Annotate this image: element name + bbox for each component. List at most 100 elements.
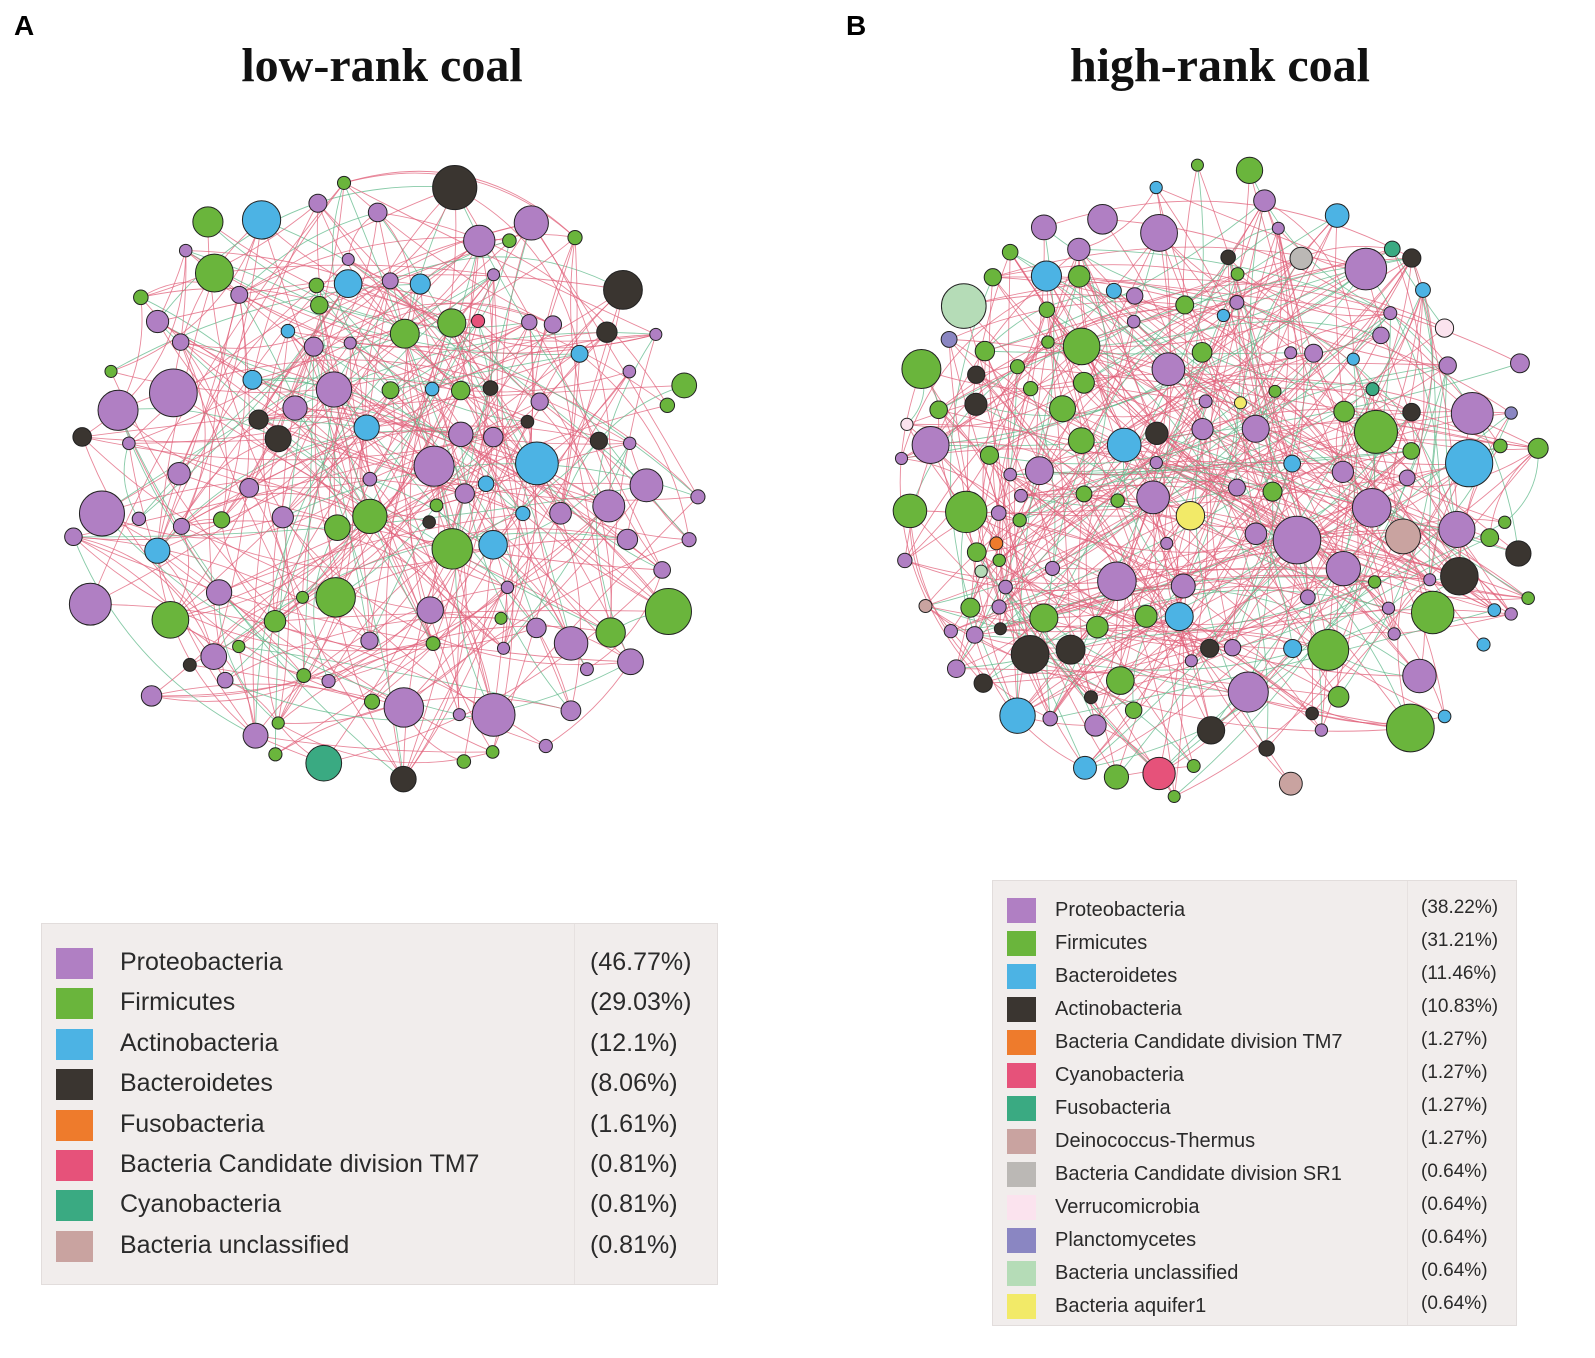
legend-swatch — [1007, 1294, 1036, 1319]
network-node — [1521, 591, 1535, 605]
network-node — [894, 451, 909, 465]
network-edge — [404, 333, 631, 662]
network-edge — [1005, 586, 1086, 769]
network-node — [966, 542, 987, 563]
network-node — [389, 318, 420, 349]
legend-label: Bacteria unclassified — [1055, 1262, 1239, 1284]
network-edge — [252, 342, 351, 381]
network-node — [1227, 671, 1269, 713]
network-node — [456, 754, 472, 769]
network-node — [992, 553, 1006, 567]
legend-swatch — [56, 1230, 93, 1262]
network-node — [918, 599, 933, 614]
network-edge — [1039, 321, 1135, 472]
network-node — [1258, 740, 1275, 757]
network-edge — [1394, 613, 1512, 635]
network-edge — [989, 312, 1391, 465]
network-node — [653, 561, 671, 579]
legend-swatch — [56, 1109, 93, 1141]
network-node — [413, 445, 455, 487]
legend-low-rank: Proteobacteria (46.77%) Firmicutes (29.03%)… — [41, 923, 718, 1285]
network-node — [1191, 341, 1213, 363]
network-node — [367, 202, 388, 223]
network-edge — [1009, 366, 1018, 475]
network-edge — [251, 203, 319, 380]
network-edge — [1393, 579, 1430, 634]
network-node — [1229, 294, 1245, 310]
network-node — [991, 599, 1007, 615]
legend-high-rank: Proteobacteria (38.22%) Firmicutes (31.21%)… — [992, 880, 1517, 1326]
network-node — [1480, 528, 1500, 548]
network-edge — [181, 219, 262, 527]
network-node — [1386, 703, 1435, 753]
network-edge — [974, 625, 1329, 651]
network-node — [1283, 638, 1303, 658]
network-edge — [123, 443, 140, 520]
network-edge — [1235, 258, 1302, 488]
legend-percentage: (1.27%) — [1421, 1029, 1488, 1050]
network-node — [280, 323, 296, 339]
network-node — [943, 624, 958, 639]
legend-percentage: (12.1%) — [590, 1028, 678, 1057]
network-node — [973, 673, 993, 693]
network-edge — [1444, 365, 1458, 530]
network-node — [1030, 260, 1062, 292]
legend-swatch — [56, 948, 93, 979]
network-edge — [904, 533, 1257, 591]
network-edge — [1052, 567, 1344, 570]
network-edge — [282, 389, 391, 518]
network-edge — [157, 390, 461, 552]
network-edge — [221, 222, 532, 521]
network-node — [1191, 418, 1214, 441]
network-edge — [350, 240, 480, 344]
network-node — [390, 765, 417, 793]
network-edge — [377, 211, 668, 406]
network-node — [629, 468, 664, 503]
network-edge — [274, 610, 669, 622]
legend-item: Bacteroidetes (11.46%) — [993, 959, 1516, 992]
network-node — [1272, 515, 1322, 565]
legend-label: Bacteroidetes — [1055, 965, 1178, 987]
legend-item: Bacteroidetes (8.06%) — [42, 1065, 717, 1105]
network-node — [416, 596, 444, 624]
network-edge — [180, 341, 630, 445]
network-node — [993, 622, 1007, 636]
network-edge — [1155, 187, 1367, 270]
network-edge — [313, 527, 338, 682]
network-edge — [1046, 309, 1158, 434]
network-edge — [996, 312, 1391, 544]
network-node — [1505, 540, 1532, 567]
network-edge — [1223, 315, 1512, 414]
legend-label: Proteobacteria — [1055, 899, 1186, 921]
legend-swatch — [56, 988, 93, 1020]
network-node — [303, 336, 324, 357]
network-edge — [138, 283, 349, 520]
network-edge — [1049, 616, 1180, 719]
network-node — [964, 392, 988, 416]
network-edge — [1232, 647, 1411, 729]
network-node — [216, 671, 234, 689]
network-node — [1075, 485, 1093, 503]
network-node — [172, 517, 190, 535]
network-node — [131, 511, 147, 526]
network-node — [452, 708, 466, 722]
network-edge — [224, 616, 502, 681]
network-edge — [1078, 249, 1184, 797]
network-node — [1062, 327, 1101, 366]
network-node — [1299, 589, 1316, 606]
network-edge — [1343, 289, 1424, 412]
network-edge — [207, 221, 656, 342]
network-node — [960, 597, 981, 618]
network-high-rank — [892, 156, 1549, 804]
network-node — [1022, 380, 1039, 397]
network-node — [1346, 352, 1360, 366]
network-edge — [503, 443, 631, 649]
network-node — [1434, 318, 1455, 338]
network-node — [579, 662, 594, 677]
network-edge — [983, 447, 1539, 684]
network-node — [1042, 710, 1058, 727]
network-edge — [238, 331, 608, 647]
network-edge — [267, 621, 279, 724]
legend-label: Actinobacteria — [1055, 998, 1182, 1020]
network-node — [1001, 243, 1019, 261]
